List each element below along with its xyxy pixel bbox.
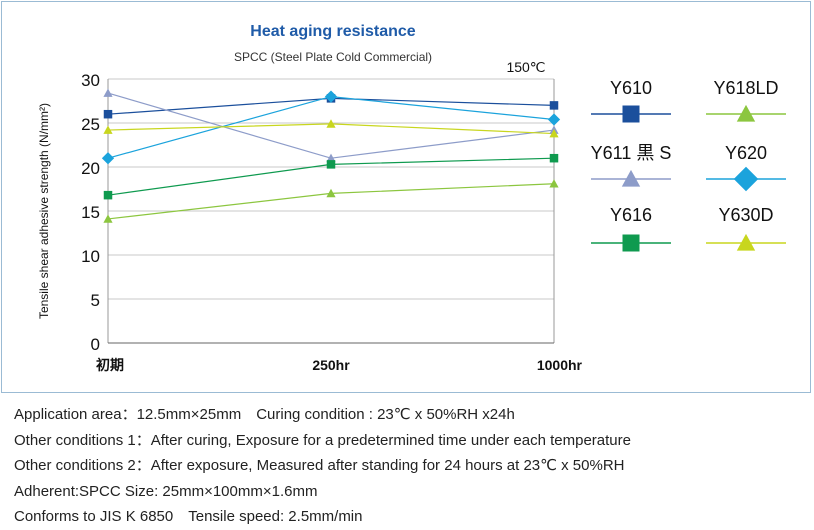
y-axis-title: Tensile shear adhesive strength (N/mm²) [37,103,51,319]
note-adherent: Adherent:SPCC Size: 25mm×100mm×1.6mm [14,482,318,500]
chart-subtitle: SPCC (Steel Plate Cold Commercial) [234,50,432,64]
chart-title: Heat aging resistance [250,23,416,40]
legend-marker [622,234,640,252]
legend-label: Y616 [610,205,652,225]
y-tick-label: 0 [91,335,100,354]
legend-label: Y620 [725,143,767,163]
y-tick-label: 25 [81,115,100,134]
y-tick-label: 30 [81,71,100,90]
data-point [549,153,559,163]
y-tick-label: 5 [91,291,100,310]
data-point [324,90,338,103]
legend-marker [733,166,759,192]
data-point [103,88,113,97]
data-point [326,188,336,198]
data-point [549,128,559,138]
data-point [326,153,336,163]
legend-label: Y630D [718,205,773,225]
data-point [549,101,559,110]
data-point [326,119,336,128]
x-tick-label: 1000hr [537,357,583,373]
data-point [101,152,115,165]
y-tick-label: 10 [81,247,100,266]
legend-label: Y610 [610,78,652,98]
x-tick-label: 250hr [312,357,350,373]
x-tick-label: 初期 [96,357,124,373]
data-point [549,179,559,188]
legend-marker [621,169,641,187]
legend-label: Y618LD [713,78,778,98]
data-point [103,190,113,200]
y-tick-label: 15 [81,203,100,222]
data-point [103,125,113,134]
test-conditions: Application area：12.5mm×25mm Curing cond… [14,402,804,530]
note-other-conditions-1: Other conditions 1：After curing, Exposur… [14,431,631,449]
legend-marker [736,104,756,122]
data-point [326,160,336,169]
chart-frame: Heat aging resistance SPCC (Steel Plate C… [1,1,811,393]
note-standard: Conforms to JIS K 6850 Tensile speed: 2.… [14,508,363,526]
legend-label: Y611 黒 S [591,143,672,163]
legend-marker [736,233,756,251]
note-other-conditions-2: Other conditions 2：After exposure, Measu… [14,457,625,475]
temperature-label: 150℃ [506,59,545,75]
data-point [103,214,113,223]
heat-aging-chart: Heat aging resistance SPCC (Steel Plate C… [37,23,786,373]
data-point [547,113,561,126]
legend-marker [622,105,640,123]
y-tick-label: 20 [81,159,100,178]
note-application-area: Application area：12.5mm×25mm Curing cond… [14,406,515,423]
data-point [103,109,113,119]
